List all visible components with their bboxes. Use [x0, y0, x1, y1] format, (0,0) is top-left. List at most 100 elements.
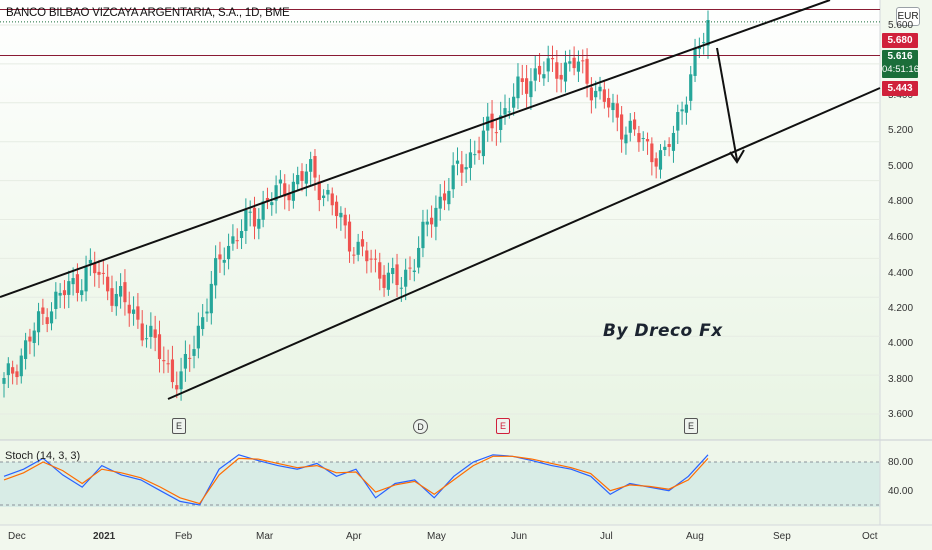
candle-body — [568, 61, 572, 64]
candle-body — [231, 236, 235, 244]
candle-body — [529, 81, 533, 98]
oscillator-title[interactable]: Stoch (14, 3, 3) — [5, 450, 81, 462]
candle-body — [494, 132, 498, 134]
candle-body — [378, 262, 382, 279]
candle-body — [516, 76, 520, 99]
candle-body — [421, 221, 425, 249]
candle-body — [525, 78, 529, 94]
price-tick: 3.600 — [888, 409, 914, 420]
candle-body — [183, 353, 187, 369]
candle-body — [214, 258, 218, 286]
candle-body — [235, 240, 239, 242]
candle-body — [667, 144, 671, 147]
candle-body — [144, 338, 149, 340]
time-tick: Dec — [8, 531, 26, 542]
candle-body — [54, 291, 58, 309]
candle-body — [537, 65, 542, 75]
price-tick: 4.400 — [888, 268, 914, 279]
earnings-event-marker[interactable]: E — [496, 418, 510, 434]
price-tick: 3.800 — [888, 374, 914, 385]
currency-badge[interactable]: EUR — [896, 7, 920, 26]
candle-body — [572, 57, 576, 69]
candle-body — [283, 183, 287, 197]
candle-body — [395, 264, 399, 286]
candle-body — [663, 146, 667, 151]
earnings-event-marker[interactable]: E — [684, 418, 698, 434]
candle-body — [512, 96, 516, 108]
candle-body — [676, 112, 680, 131]
candle-body — [110, 288, 114, 306]
dividend-event-marker[interactable]: D — [413, 419, 428, 434]
candle-body — [304, 171, 308, 184]
candle-body — [15, 371, 19, 378]
candle-body — [84, 267, 88, 292]
candle-body — [520, 78, 524, 82]
candle-body — [637, 133, 641, 143]
candle-body — [347, 221, 352, 252]
price-tick: 4.600 — [888, 232, 914, 243]
bar-countdown: 04:51:16 — [882, 64, 919, 75]
oscillator-tick: 80.00 — [888, 457, 914, 468]
candle-body — [339, 212, 343, 218]
earnings-event-marker[interactable]: E — [172, 418, 186, 434]
author-annotation: By Dreco Fx — [603, 321, 723, 341]
price-tick: 4.000 — [888, 338, 914, 349]
candle-body — [473, 154, 477, 156]
price-levels — [0, 8, 880, 57]
candle-body — [615, 103, 619, 118]
candle-body — [205, 311, 209, 314]
candle-body — [417, 247, 421, 268]
candle-body — [131, 309, 136, 314]
candle-body — [706, 20, 710, 46]
resistance-price-label: 5.680 — [882, 33, 918, 48]
support-price-label: 5.443 — [882, 81, 918, 96]
candle-body — [6, 363, 10, 376]
candle-body — [58, 292, 62, 296]
time-tick: Oct — [862, 531, 878, 542]
candle-body — [71, 278, 75, 285]
candle-body — [399, 287, 403, 289]
candle-body — [157, 334, 162, 360]
price-tick: 4.800 — [888, 196, 914, 207]
time-tick: May — [427, 531, 446, 542]
candle-body — [658, 150, 663, 170]
stoch-k-line — [3, 454, 709, 506]
candle-body — [632, 119, 637, 130]
candle-body — [330, 193, 334, 206]
candle-body — [140, 323, 144, 341]
candle-body — [265, 197, 270, 202]
last-price-value: 5.616 — [887, 51, 913, 62]
time-tick: Jun — [511, 531, 528, 542]
candle-body — [175, 385, 179, 390]
channel-upper-line — [0, 0, 831, 298]
candle-body — [429, 217, 434, 225]
time-tick: Apr — [346, 531, 362, 542]
candle-body — [313, 156, 317, 178]
candle-body — [45, 317, 49, 325]
candle-body — [270, 202, 274, 206]
candle-body — [127, 304, 131, 314]
candle-body — [2, 378, 6, 384]
candle-body — [300, 171, 304, 181]
candle-body — [278, 179, 283, 184]
candle-body — [425, 221, 429, 225]
candle-body — [442, 193, 447, 201]
candle-body — [136, 306, 140, 320]
candles — [2, 10, 710, 401]
time-tick: Mar — [256, 531, 274, 542]
candle-body — [88, 259, 92, 264]
candle-body — [382, 274, 386, 288]
price-tick: 5.200 — [888, 125, 914, 136]
candle-body — [589, 87, 593, 101]
candle-body — [702, 42, 706, 44]
candle-body — [594, 90, 598, 98]
time-tick: Sep — [773, 531, 791, 542]
price-tick: 5.000 — [888, 161, 914, 172]
candle-body — [226, 245, 231, 260]
candle-body — [624, 134, 628, 144]
candle-body — [67, 281, 71, 295]
stochastic-oscillator — [0, 454, 880, 506]
candle-body — [542, 74, 546, 79]
